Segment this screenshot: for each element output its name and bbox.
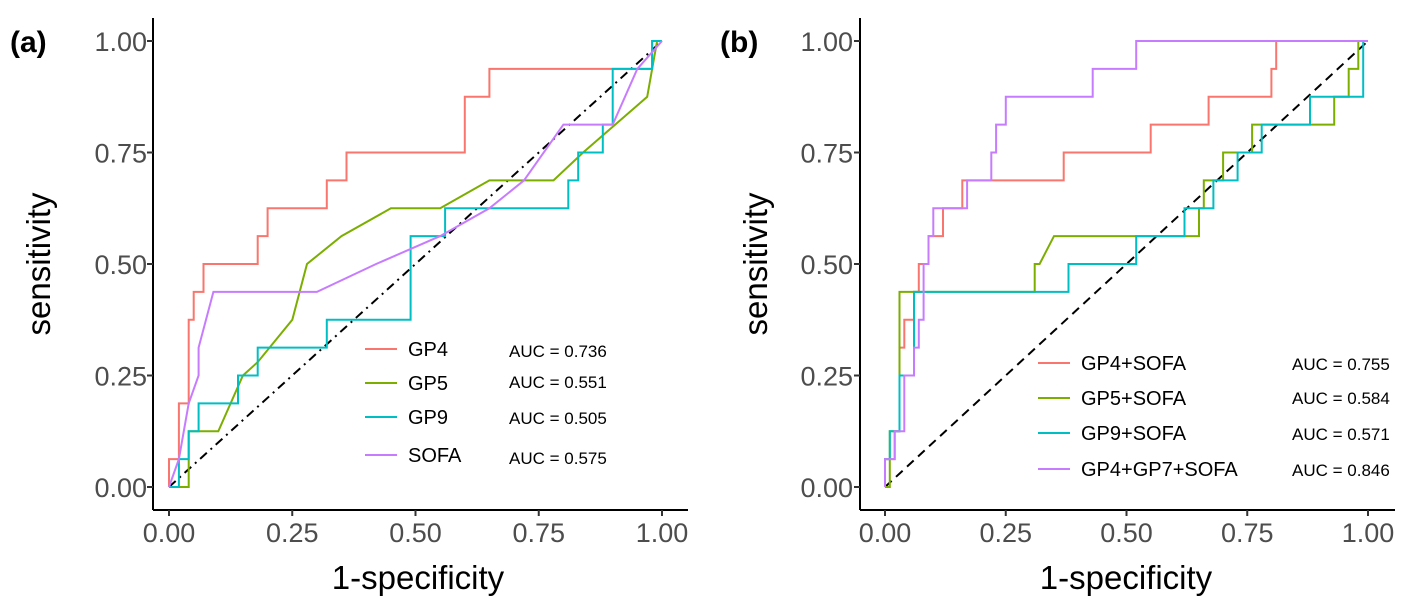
- auc-label: AUC = 0.755: [1292, 355, 1390, 374]
- y-axis-title: sensitivity: [737, 192, 774, 336]
- roc-panel-b: (b) 0.00 0.25 0.50 0.75 1.00 0.00 0.25 0.50 0.75 1…: [720, 18, 1395, 596]
- auc-label: AUC = 0.846: [1292, 461, 1390, 480]
- y-tick-label: 0.75: [94, 139, 147, 169]
- y-tick-label: 0.50: [94, 250, 147, 280]
- legend-label: GP4: [408, 339, 448, 361]
- legend-label: GP9: [408, 407, 448, 429]
- auc-label: AUC = 0.571: [1292, 425, 1390, 444]
- panel-label: (b): [720, 26, 758, 59]
- x-tick-label: 1.00: [636, 518, 689, 548]
- legend-label: GP5+SOFA: [1081, 388, 1187, 410]
- auc-label: AUC = 0.575: [509, 449, 607, 468]
- y-tick-label: 0.75: [800, 139, 853, 169]
- x-tick-label: 0.50: [1100, 518, 1153, 548]
- auc-label: AUC = 0.584: [1292, 389, 1390, 408]
- roc-curve-gp5-sofa: [885, 40, 1368, 488]
- reference-diagonal: [884, 40, 1369, 488]
- x-tick-label: 0.50: [389, 518, 442, 548]
- roc-curve-gp5: [169, 40, 662, 488]
- auc-label: AUC = 0.505: [509, 409, 607, 428]
- x-tick-label: 0.00: [859, 518, 912, 548]
- y-axis-title: sensitivity: [20, 192, 57, 336]
- y-tick-label: 0.50: [800, 250, 853, 280]
- auc-label: AUC = 0.736: [509, 342, 607, 361]
- x-axis-title: 1-specificity: [1040, 559, 1213, 596]
- reference-diagonal: [168, 40, 663, 488]
- auc-label: AUC = 0.551: [509, 373, 607, 392]
- y-tick-label: 1.00: [94, 27, 147, 57]
- roc-curve-gp4-gp7-sofa: [884, 40, 1368, 487]
- roc-panel-a: (a)0.00 0.25 0.50 0.75 1.000.000.250.500.751…: [10, 18, 688, 596]
- legend-label: GP4+SOFA: [1081, 353, 1187, 375]
- y-tick-label: 1.00: [800, 27, 853, 57]
- legend-label: SOFA: [408, 445, 462, 467]
- y-tick-label: 0.00: [800, 473, 853, 503]
- x-tick-label: 0.25: [979, 518, 1032, 548]
- x-tick-label: 1.00: [1342, 518, 1395, 548]
- y-tick-label: 0.25: [94, 362, 147, 392]
- y-tick-label: 0.00: [94, 473, 147, 503]
- x-axis-title: 1-specificity: [332, 559, 505, 596]
- x-tick-label: 0.25: [266, 518, 319, 548]
- y-tick-label: 0.25: [800, 362, 853, 392]
- legend-label: GP4+GP7+SOFA: [1081, 459, 1238, 481]
- x-tick-label: 0.75: [512, 518, 565, 548]
- roc-curve-sofa: [168, 40, 663, 488]
- panel-label: (a): [10, 26, 47, 59]
- x-tick-label: 0.00: [143, 518, 196, 548]
- legend-label: GP9+SOFA: [1081, 423, 1187, 445]
- legend-label: GP5: [408, 373, 448, 395]
- x-tick-label: 0.75: [1221, 518, 1274, 548]
